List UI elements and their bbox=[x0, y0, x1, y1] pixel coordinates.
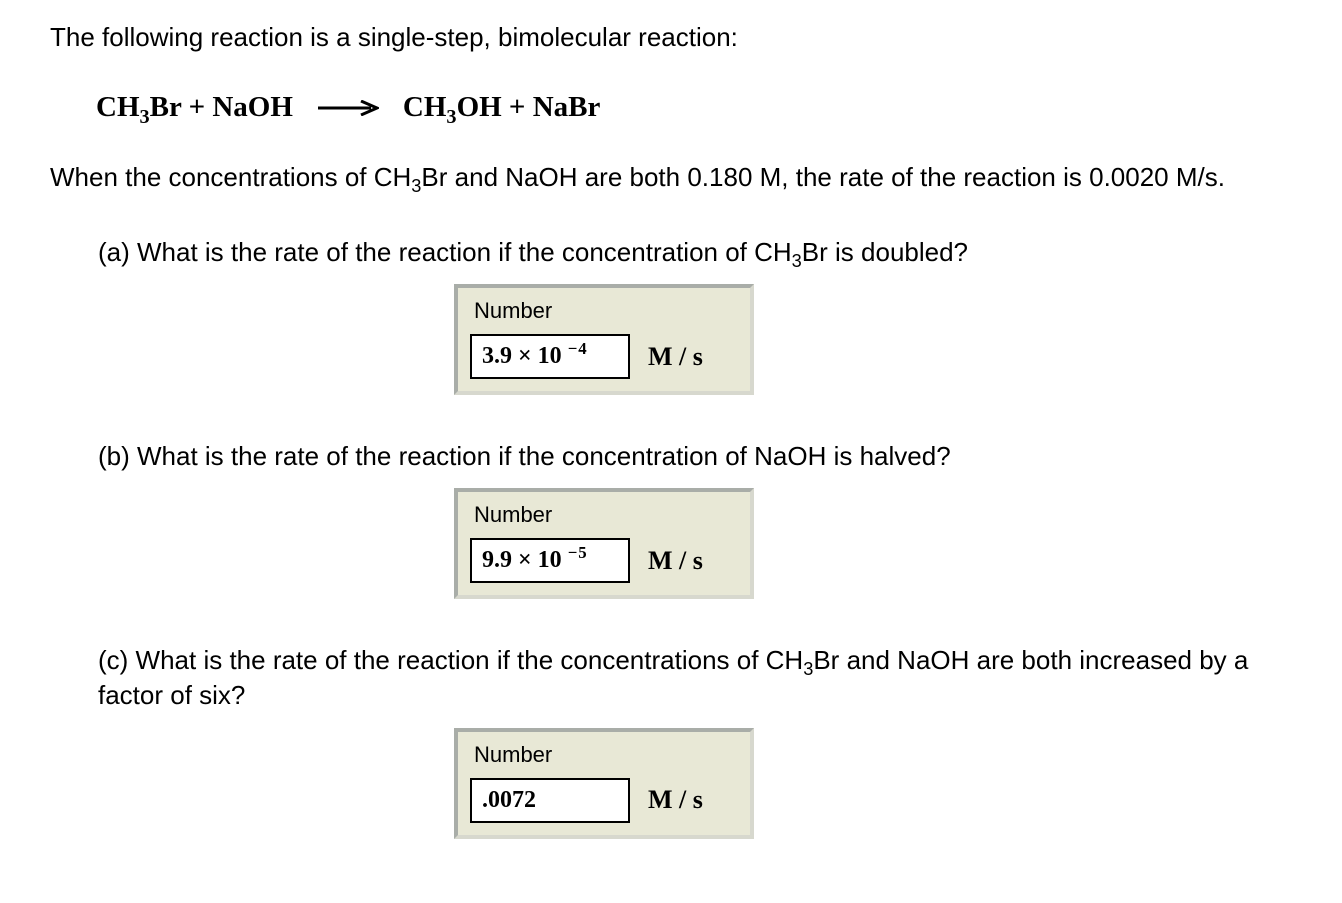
unit-label: M / s bbox=[648, 785, 703, 815]
part-c: (c) What is the rate of the reaction if … bbox=[98, 643, 1292, 838]
answer-label: Number bbox=[474, 298, 738, 324]
part-a: (a) What is the rate of the reaction if … bbox=[98, 235, 1292, 395]
conditions-text: When the concentrations of CH3Br and NaO… bbox=[50, 160, 1292, 195]
part-a-answer-box: Number 3.9 × 10 −4 M / s bbox=[454, 284, 754, 395]
part-b-answer-box: Number 9.9 × 10 −5 M / s bbox=[454, 488, 754, 599]
answer-label: Number bbox=[474, 742, 738, 768]
part-b-answer-input[interactable]: 9.9 × 10 −5 bbox=[470, 538, 630, 583]
unit-label: M / s bbox=[648, 342, 703, 372]
part-a-question: (a) What is the rate of the reaction if … bbox=[98, 235, 1292, 270]
part-c-answer-box: Number .0072 M / s bbox=[454, 728, 754, 839]
part-b-question: (b) What is the rate of the reaction if … bbox=[98, 439, 1292, 474]
equation-lhs: CH3Br + NaOH bbox=[96, 91, 293, 124]
reaction-equation: CH3Br + NaOH CH3OH + NaBr bbox=[96, 91, 1292, 124]
part-c-question: (c) What is the rate of the reaction if … bbox=[98, 643, 1292, 713]
answer-label: Number bbox=[474, 502, 738, 528]
arrow-icon bbox=[317, 100, 379, 116]
part-c-answer-input[interactable]: .0072 bbox=[470, 778, 630, 823]
intro-text: The following reaction is a single-step,… bbox=[50, 20, 1292, 55]
unit-label: M / s bbox=[648, 546, 703, 576]
part-a-answer-input[interactable]: 3.9 × 10 −4 bbox=[470, 334, 630, 379]
equation-rhs: CH3OH + NaBr bbox=[403, 91, 600, 124]
part-b: (b) What is the rate of the reaction if … bbox=[98, 439, 1292, 599]
